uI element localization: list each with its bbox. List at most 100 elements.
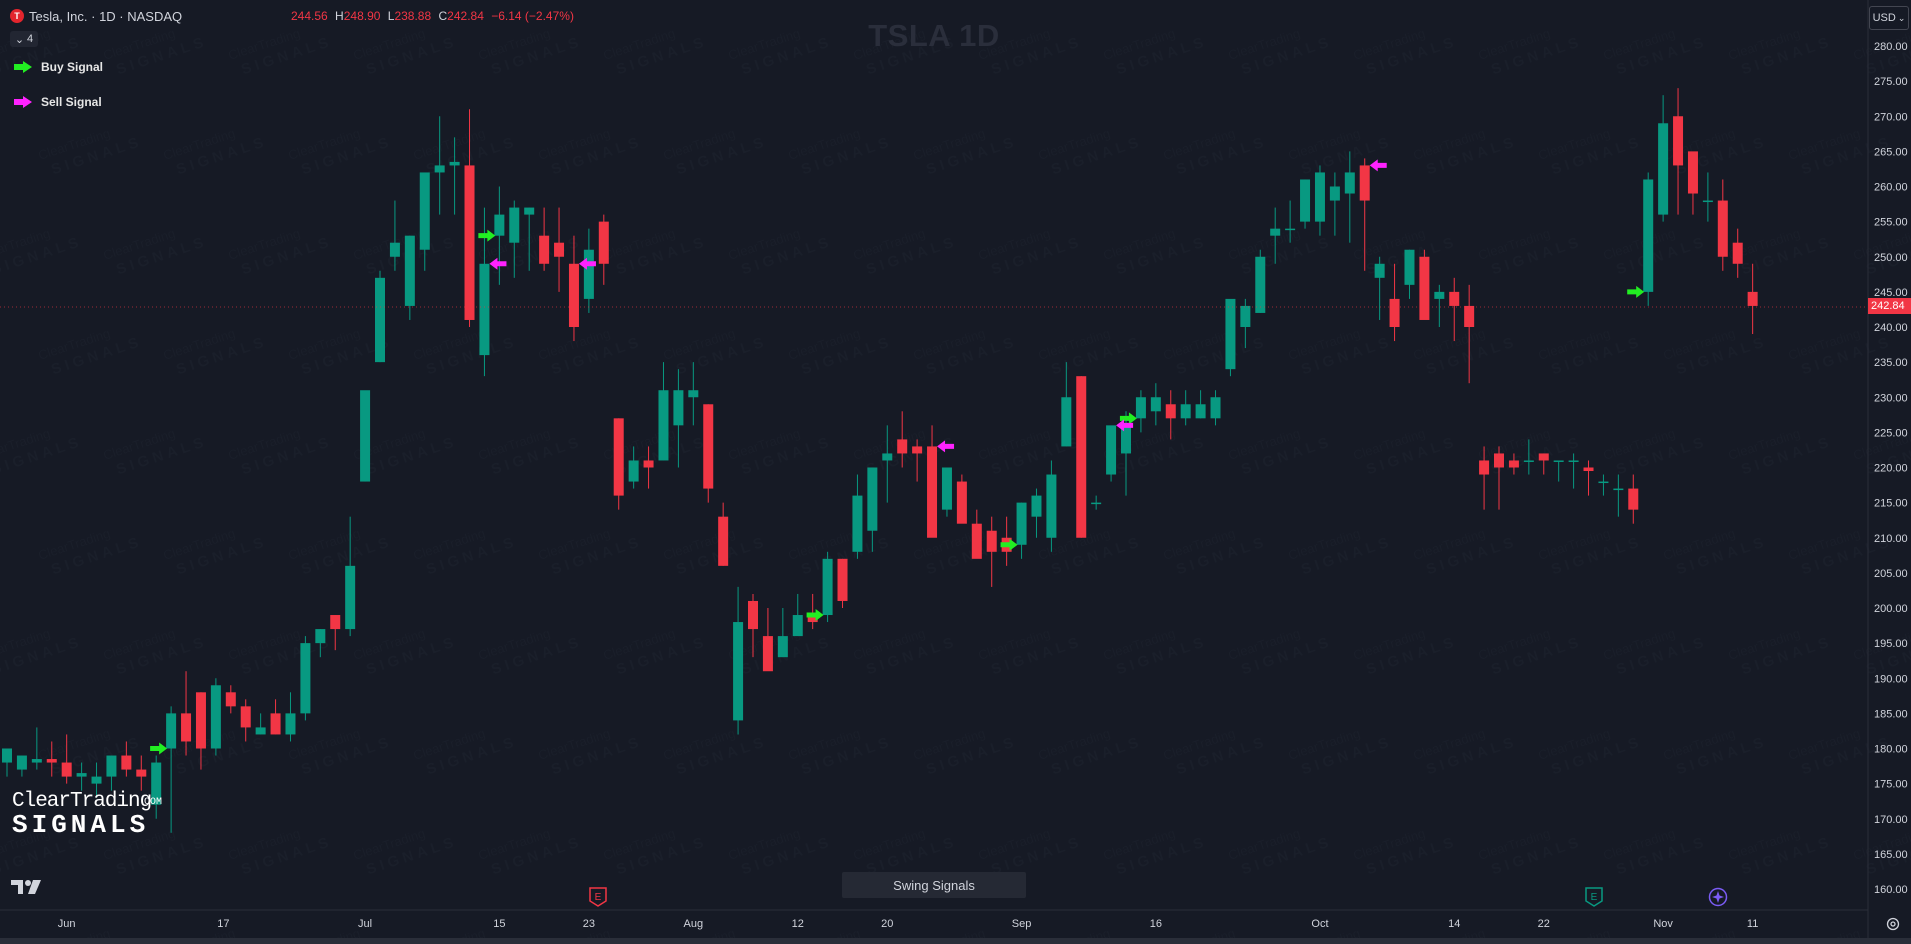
y-tick-label: 275.00	[1874, 76, 1908, 88]
y-tick-label: 165.00	[1874, 849, 1908, 861]
background-watermark-pattern: ClearTradingSIGNALSClearTradingSIGNALSCl…	[0, 26, 1911, 944]
candle	[181, 671, 192, 756]
candle-body	[807, 615, 818, 623]
x-tick-label: 16	[1150, 918, 1162, 930]
candle-body	[1613, 488, 1624, 491]
candle	[509, 200, 520, 278]
candle-body	[658, 390, 669, 461]
candle-body	[971, 523, 982, 559]
candle-body	[1583, 467, 1594, 472]
candle	[449, 137, 460, 215]
candle	[643, 446, 654, 489]
candle	[1270, 207, 1281, 264]
candle	[1255, 249, 1266, 313]
y-tick-label: 230.00	[1874, 392, 1908, 404]
x-tick-label: Aug	[684, 918, 704, 930]
candle	[1434, 284, 1445, 327]
candle-body	[1434, 291, 1445, 299]
indicators-collapse-button[interactable]: ⌄ 4	[10, 31, 38, 47]
candle	[673, 369, 684, 468]
y-tick-label: 175.00	[1874, 779, 1908, 791]
candle	[419, 172, 430, 271]
candle	[61, 734, 72, 784]
settings-icon[interactable]	[1885, 916, 1901, 937]
candle-body	[1344, 172, 1355, 194]
symbol-title[interactable]: Tesla, Inc. · 1D · NASDAQ	[29, 8, 183, 24]
candle	[494, 186, 505, 285]
candle	[31, 727, 42, 770]
candle	[1046, 460, 1057, 552]
indicator-count: 4	[27, 33, 34, 45]
x-tick-label: 23	[583, 918, 595, 930]
y-tick-label: 195.00	[1874, 638, 1908, 650]
candle	[106, 755, 117, 791]
candle-body	[31, 759, 42, 763]
chevron-down-icon: ⌄	[14, 33, 25, 46]
candle-body	[76, 773, 87, 777]
candle-body	[151, 762, 162, 805]
candle	[210, 678, 221, 756]
low-label: L	[387, 9, 395, 23]
candle-body	[1658, 123, 1669, 215]
candle	[598, 214, 609, 285]
ohlc-values: 244.56 H248.90 L238.88 C242.84 −6.14 (−2…	[291, 9, 578, 23]
candle-body	[121, 755, 132, 770]
candle-body	[1285, 228, 1296, 231]
candle-body	[1538, 453, 1549, 461]
svg-text:E: E	[595, 892, 602, 903]
candle	[1494, 446, 1504, 510]
candle	[718, 502, 729, 566]
brand-logo: ClearTrading SIGNALS COM	[12, 790, 162, 838]
indicator-label[interactable]: Swing Signals	[842, 872, 1026, 898]
y-tick-label: 280.00	[1874, 41, 1908, 53]
candle	[956, 474, 967, 524]
candle	[121, 741, 132, 777]
candle-body	[285, 713, 296, 735]
candle	[971, 509, 982, 559]
candle-body	[792, 615, 803, 637]
chevron-down-icon: ⌄	[1897, 12, 1906, 23]
candle-body	[1016, 502, 1027, 545]
candle-body	[1464, 305, 1475, 327]
candle	[1240, 298, 1251, 349]
earnings-q3-icon[interactable]: E	[1584, 887, 1604, 912]
candle	[46, 741, 57, 777]
candle	[613, 418, 624, 510]
tradingview-logo-icon[interactable]	[11, 877, 43, 900]
candle-body	[927, 446, 938, 538]
candle	[1061, 362, 1072, 447]
y-tick-label: 245.00	[1874, 287, 1908, 299]
candle	[1314, 165, 1325, 236]
candle-body	[748, 600, 758, 630]
candle-body	[1494, 453, 1504, 468]
earnings-q2-icon[interactable]: E	[588, 887, 608, 912]
candle	[1702, 172, 1713, 222]
candle	[703, 404, 714, 503]
candle-body	[1300, 179, 1311, 222]
candle	[16, 755, 27, 777]
candle	[330, 615, 341, 651]
candle-body	[1225, 298, 1236, 370]
event-star-icon[interactable]	[1708, 887, 1728, 912]
candle-body	[389, 242, 400, 257]
candle-body	[1404, 249, 1415, 285]
candle	[733, 586, 744, 735]
x-tick-label: 14	[1448, 918, 1460, 930]
candle-body	[1389, 298, 1400, 327]
candle-body	[91, 776, 102, 784]
candle-body	[1553, 460, 1564, 462]
candle	[225, 685, 236, 714]
candle	[1643, 172, 1654, 306]
candle-body	[1523, 460, 1534, 462]
sell-arrow-icon	[14, 96, 32, 108]
candle	[1658, 95, 1669, 222]
candle-body	[1270, 228, 1281, 236]
candle	[195, 692, 206, 770]
candle-body	[2, 748, 12, 763]
currency-button[interactable]: USD ⌄	[1869, 6, 1909, 30]
legend-buy: Buy Signal	[14, 60, 103, 74]
close-value: 242.84	[447, 9, 484, 23]
candle-body	[897, 439, 908, 454]
candle	[777, 608, 788, 658]
